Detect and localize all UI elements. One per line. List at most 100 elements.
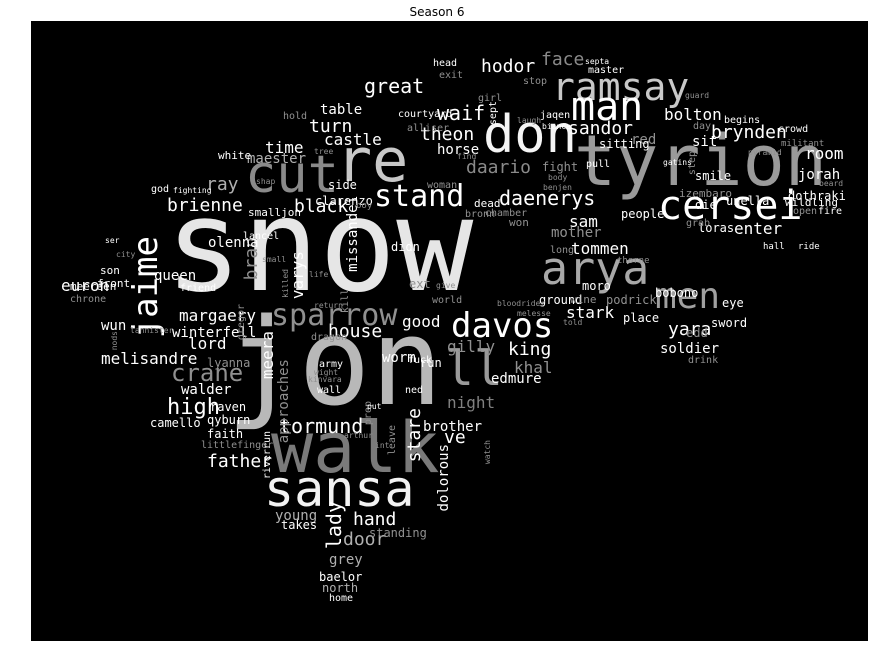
word-thorne: thorne xyxy=(617,256,650,266)
word-hall: hall xyxy=(763,242,785,252)
word-begins: begins xyxy=(724,115,761,126)
word-jon: jon xyxy=(226,294,443,433)
word-nods: nods xyxy=(110,331,119,351)
word-table: table xyxy=(320,102,363,118)
word-cloud-canvas: snow jon walk sansa tyrion re don cut cersei arya… xyxy=(31,21,868,641)
word-theon: theon xyxy=(420,124,475,145)
word-olenna: olenna xyxy=(208,235,259,251)
word-tormund: tormund xyxy=(279,414,364,438)
word-cersei: cersei xyxy=(658,183,803,229)
word-shap: shap xyxy=(256,177,276,186)
word-sitting: sitting xyxy=(599,137,650,151)
word-young: young xyxy=(275,508,318,524)
word-didn: didn xyxy=(391,240,420,254)
word-margaery: margaery xyxy=(179,306,257,325)
word-good: good xyxy=(402,312,441,331)
word-raven: raven xyxy=(210,400,247,414)
word-run: run xyxy=(420,356,442,370)
word-davos: davos xyxy=(451,306,554,346)
word-told: told xyxy=(563,318,583,327)
word-bianca: bianca xyxy=(542,122,571,131)
word-hand: hand xyxy=(353,509,397,530)
word-die: die xyxy=(695,198,717,212)
word-edd: edd xyxy=(686,326,708,340)
word-sansa: sansa xyxy=(264,460,415,518)
word-waif: waif xyxy=(437,101,486,125)
word-pyramid: pyramid xyxy=(748,148,782,157)
word-black: black xyxy=(294,196,349,217)
word-meereen: meereen xyxy=(70,280,117,293)
word-north: north xyxy=(322,581,359,595)
word-daario: daario xyxy=(466,157,532,178)
word-sparrow: sparrow xyxy=(271,298,398,333)
word-wun: wun xyxy=(101,318,127,334)
word-won: won xyxy=(509,216,529,229)
word-smalljon: smalljon xyxy=(248,206,301,219)
word-watch: watch xyxy=(483,440,492,465)
word-faith: faith xyxy=(207,427,244,441)
word-ll: ll xyxy=(445,341,503,397)
word-approaches: approaches xyxy=(276,359,292,444)
word-sandor: sandor xyxy=(568,118,634,139)
word-long: long xyxy=(550,245,575,256)
word-put: put xyxy=(367,402,382,411)
word-man: man xyxy=(571,84,644,130)
word-find: find xyxy=(457,152,477,161)
word-beard: beard xyxy=(819,179,844,188)
word-soldier: soldier xyxy=(660,341,720,357)
word-time: time xyxy=(265,138,304,157)
word-king: king xyxy=(508,339,552,360)
word-sept: sept xyxy=(488,101,499,126)
word-give: give xyxy=(436,281,456,290)
word-ray: ray xyxy=(206,174,239,195)
word-army: army xyxy=(319,359,344,370)
word-home: home xyxy=(329,593,354,604)
word-gregor: gregor xyxy=(236,304,247,341)
word-red: red xyxy=(631,132,657,148)
word-ramsay: ramsay xyxy=(552,65,690,109)
word-place: place xyxy=(623,311,660,325)
word-fire: fire xyxy=(818,206,843,217)
word-fuck: fuck xyxy=(408,355,433,366)
word-room: room xyxy=(805,144,844,163)
word-fighting: fighting xyxy=(173,186,212,195)
word-alliser: alliser xyxy=(407,123,450,134)
word-varys: varys xyxy=(288,251,307,300)
word-drink: drink xyxy=(688,355,719,366)
word-god: god xyxy=(151,184,170,195)
word-benjen: benjen xyxy=(543,183,572,192)
word-men: men xyxy=(655,276,721,317)
word-front: front xyxy=(97,277,131,290)
word-ground: ground xyxy=(539,293,583,307)
word-clarenzo: clarenzo xyxy=(315,194,373,208)
word-arya: arya xyxy=(541,242,650,295)
word-stop: stop xyxy=(523,76,548,87)
word-moro: moro xyxy=(582,279,611,293)
word-daenerys: daenerys xyxy=(499,186,596,210)
word-don: don xyxy=(483,105,577,165)
word-people: people xyxy=(621,207,665,221)
word-great: great xyxy=(364,74,425,98)
word-city: city xyxy=(116,250,136,259)
word-door: door xyxy=(343,529,387,550)
word-riverrun: riverrun xyxy=(262,431,273,480)
word-day: day xyxy=(693,121,712,132)
word-eye: eye xyxy=(722,296,744,310)
chart-title: Season 6 xyxy=(409,5,465,19)
word-sit: sit xyxy=(692,134,718,150)
word-littlefinger: littlefinger xyxy=(201,440,274,451)
word-castle: castle xyxy=(324,130,382,149)
word-gilly: gilly xyxy=(447,337,496,356)
word-exit: exit xyxy=(439,70,464,81)
word-tree: tree xyxy=(314,147,334,156)
word-dothraki: dothraki xyxy=(788,189,846,203)
word-small: small xyxy=(262,255,287,264)
word-snow: snow xyxy=(165,172,474,321)
word-jorah: jorah xyxy=(798,167,841,183)
word-pull: pull xyxy=(586,159,611,170)
word-return: return xyxy=(314,301,343,310)
word-podrick: podrick xyxy=(606,293,657,307)
word-qyburn: qyburn xyxy=(207,413,251,427)
word-lord: lord xyxy=(188,334,227,353)
word-brienne: brienne xyxy=(167,195,243,216)
